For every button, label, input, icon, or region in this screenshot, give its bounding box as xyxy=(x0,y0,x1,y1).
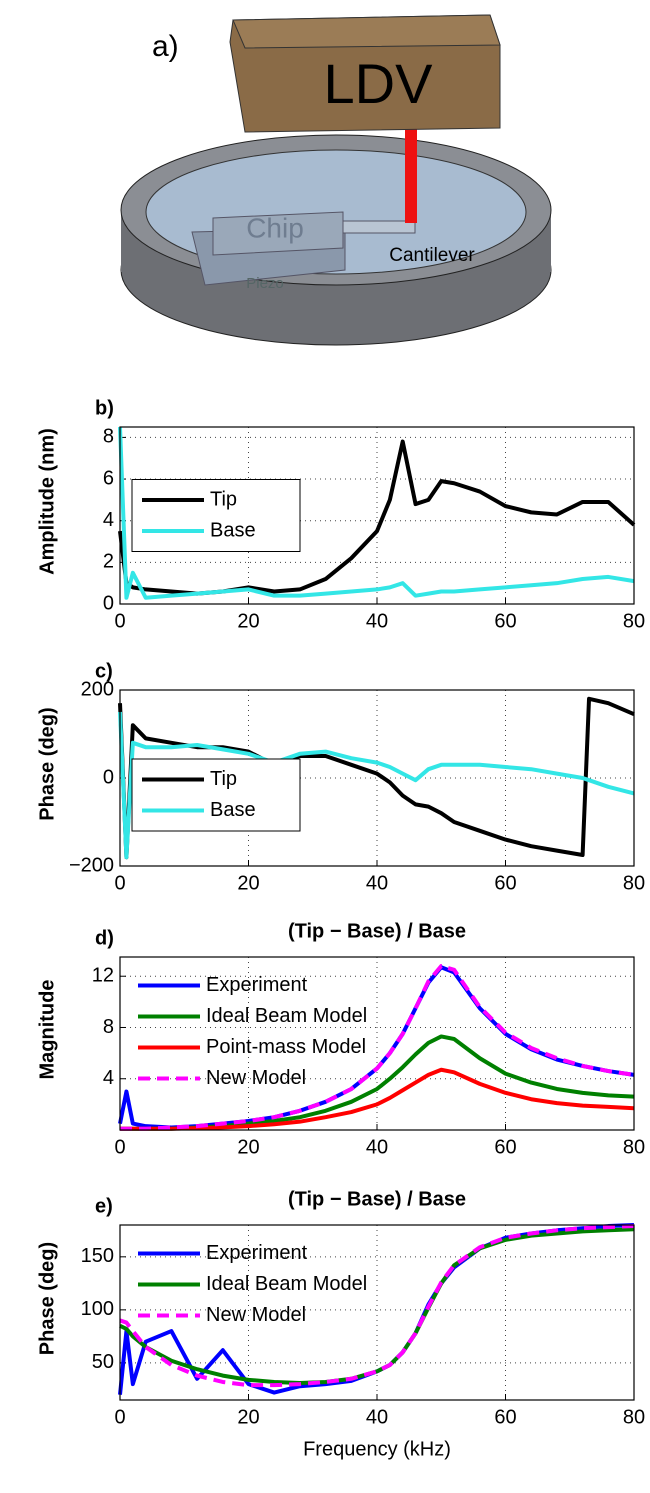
y-tick-label: 8 xyxy=(103,426,114,448)
y-tick-label: 4 xyxy=(103,509,114,531)
legend-label: Ideal Beam Model xyxy=(206,1273,367,1295)
series-line xyxy=(118,439,636,596)
axes-box xyxy=(119,1224,635,1401)
y-tick-label: 4 xyxy=(103,1067,114,1089)
y-axis-label: Phase (deg) xyxy=(36,1242,58,1355)
panel-label: a) xyxy=(152,30,179,63)
illustration: a) LDV Chip Cantilever Piezo xyxy=(120,14,552,346)
panel-label: b) xyxy=(95,397,114,419)
chart: 0 20 40 60 80 50 100 150 Experiment Ideal Beam Mo… xyxy=(36,1188,645,1460)
y-tick-label: 12 xyxy=(92,965,114,987)
chart-title: (Tip − Base) / Base xyxy=(288,1188,466,1210)
piezo-label: Piezo xyxy=(246,275,284,292)
legend-label: Tip xyxy=(210,488,237,510)
x-tick-label: 0 xyxy=(114,1136,125,1158)
x-tick-label: 80 xyxy=(623,1406,645,1428)
x-tick-label: 20 xyxy=(237,610,259,632)
x-tick-label: 60 xyxy=(494,610,516,632)
legend-label: Ideal Beam Model xyxy=(206,1005,367,1027)
panel-label: d) xyxy=(95,927,114,949)
ldv-label: LDV xyxy=(324,52,434,115)
y-tick-label: 0 xyxy=(103,766,114,788)
x-tick-label: 80 xyxy=(623,1136,645,1158)
x-tick-label: 20 xyxy=(237,1406,259,1428)
series-line xyxy=(118,696,635,860)
y-tick-label: 50 xyxy=(92,1351,114,1373)
chart: 0 20 40 60 80 0 2 4 6 8 Tip Base b) Amplitude (nm) xyxy=(36,397,645,632)
x-tick-label: 20 xyxy=(237,1136,259,1158)
y-tick-label: 200 xyxy=(81,678,114,700)
x-tick-label: 80 xyxy=(623,610,645,632)
cantilever xyxy=(342,220,416,234)
x-tick-label: 0 xyxy=(114,872,125,894)
x-tick-label: 80 xyxy=(623,872,645,894)
legend-label: Point-mass Model xyxy=(206,1036,366,1058)
chip-label: Chip xyxy=(246,212,304,243)
axes-box xyxy=(119,689,635,867)
y-tick-label: 100 xyxy=(81,1298,114,1320)
x-tick-label: 20 xyxy=(237,872,259,894)
y-tick-label: 0 xyxy=(103,592,114,614)
x-tick-label: 0 xyxy=(114,1406,125,1428)
x-tick-label: 40 xyxy=(366,610,388,632)
legend-box xyxy=(131,758,301,832)
series-line xyxy=(118,711,635,860)
legend-label: Base xyxy=(210,519,256,541)
ldv-top xyxy=(232,14,501,49)
chart-title: (Tip − Base) / Base xyxy=(288,920,466,942)
x-tick-label: 40 xyxy=(366,872,388,894)
legend-label: New Model xyxy=(206,1067,306,1089)
y-tick-label: 2 xyxy=(103,551,114,573)
legend-label: Experiment xyxy=(206,974,308,996)
x-tick-label: 40 xyxy=(366,1136,388,1158)
x-tick-label: 40 xyxy=(366,1406,388,1428)
y-axis-label: Phase (deg) xyxy=(36,707,58,820)
y-tick-label: 6 xyxy=(103,467,114,489)
legend-label: Experiment xyxy=(206,1242,308,1264)
legend-label: New Model xyxy=(206,1304,306,1326)
legend-label: Tip xyxy=(210,768,237,790)
y-tick-label: −200 xyxy=(69,854,114,876)
x-axis-label: Frequency (kHz) xyxy=(303,1438,451,1460)
legend-label: Base xyxy=(210,799,256,821)
laser-beam xyxy=(405,108,417,223)
legend-box xyxy=(131,479,301,552)
series-line xyxy=(119,1224,635,1388)
axes-box xyxy=(119,426,635,605)
cantilever-label: Cantilever xyxy=(389,245,475,266)
y-axis-label: Magnitude xyxy=(36,980,58,1080)
chip xyxy=(212,211,344,256)
x-tick-label: 60 xyxy=(494,872,516,894)
chart: 0 20 40 60 80 4 8 12 Experiment Ideal Beam Model P… xyxy=(36,920,645,1158)
panel-label: c) xyxy=(95,660,113,682)
x-tick-label: 0 xyxy=(114,610,125,632)
series-line xyxy=(120,1067,635,1131)
panel-label: e) xyxy=(95,1195,113,1217)
axes-box xyxy=(119,956,635,1131)
y-axis-label: Amplitude (nm) xyxy=(36,428,58,575)
x-tick-label: 60 xyxy=(494,1406,516,1428)
series-line xyxy=(118,426,635,600)
y-tick-label: 150 xyxy=(81,1245,114,1267)
y-tick-label: 8 xyxy=(103,1016,114,1038)
x-tick-label: 60 xyxy=(494,1136,516,1158)
